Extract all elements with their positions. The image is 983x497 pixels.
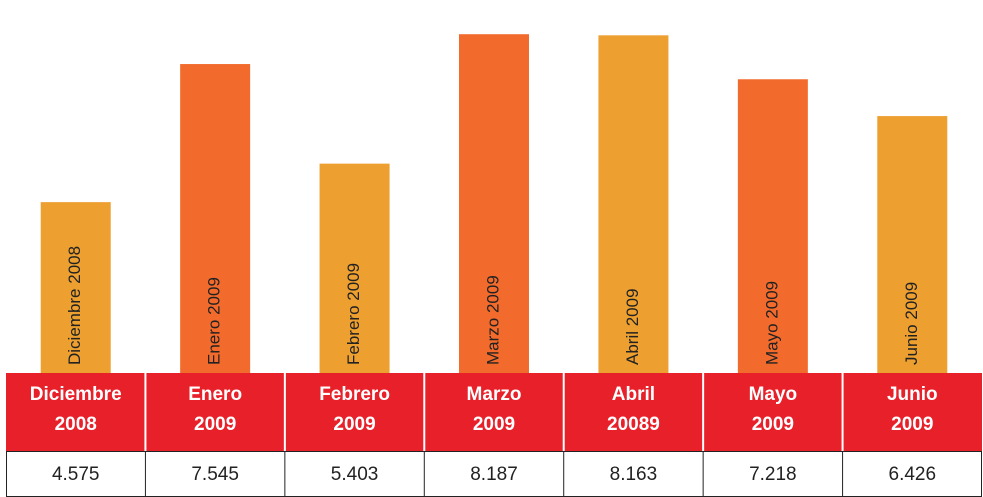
bar bbox=[877, 116, 948, 374]
bar-label: Mayo 2009 bbox=[762, 281, 781, 365]
value-label: 7.545 bbox=[191, 464, 239, 485]
bar-label: Enero 2009 bbox=[205, 277, 224, 365]
value-label: 7.218 bbox=[749, 464, 797, 485]
table-header: 2008 bbox=[55, 414, 97, 435]
value-label: 6.426 bbox=[889, 464, 937, 485]
table-header: Enero bbox=[188, 384, 242, 405]
table-header: 20089 bbox=[607, 414, 660, 435]
bar bbox=[459, 34, 529, 374]
value-label: 8.187 bbox=[470, 464, 518, 485]
table-header: Febrero bbox=[319, 384, 390, 405]
bar bbox=[598, 35, 669, 374]
table-header: Abril bbox=[612, 384, 655, 405]
value-label: 4.575 bbox=[52, 464, 100, 485]
table-header: Junio bbox=[887, 384, 938, 405]
table-header: Marzo bbox=[467, 384, 522, 405]
table-header: Diciembre bbox=[30, 384, 122, 405]
bar bbox=[180, 64, 251, 373]
table-header: 2009 bbox=[752, 414, 794, 435]
table-header: 2009 bbox=[333, 414, 375, 435]
bar-label: Diciembre 2008 bbox=[65, 246, 84, 365]
bar bbox=[319, 163, 390, 373]
bar-label: Junio 2009 bbox=[902, 282, 921, 365]
table-header: 2009 bbox=[891, 414, 933, 435]
bar bbox=[737, 79, 808, 373]
table-header: 2009 bbox=[473, 414, 515, 435]
bar-label: Abril 2009 bbox=[623, 288, 642, 365]
bar-label: Marzo 2009 bbox=[483, 275, 502, 365]
bar-label: Febrero 2009 bbox=[344, 263, 363, 365]
table-header: 2009 bbox=[194, 414, 236, 435]
table-value-row bbox=[6, 451, 982, 497]
table-header-bg bbox=[6, 373, 982, 451]
value-label: 5.403 bbox=[331, 464, 379, 485]
value-label: 8.163 bbox=[610, 464, 658, 485]
bar bbox=[40, 202, 111, 373]
table-header: Mayo bbox=[749, 384, 798, 405]
